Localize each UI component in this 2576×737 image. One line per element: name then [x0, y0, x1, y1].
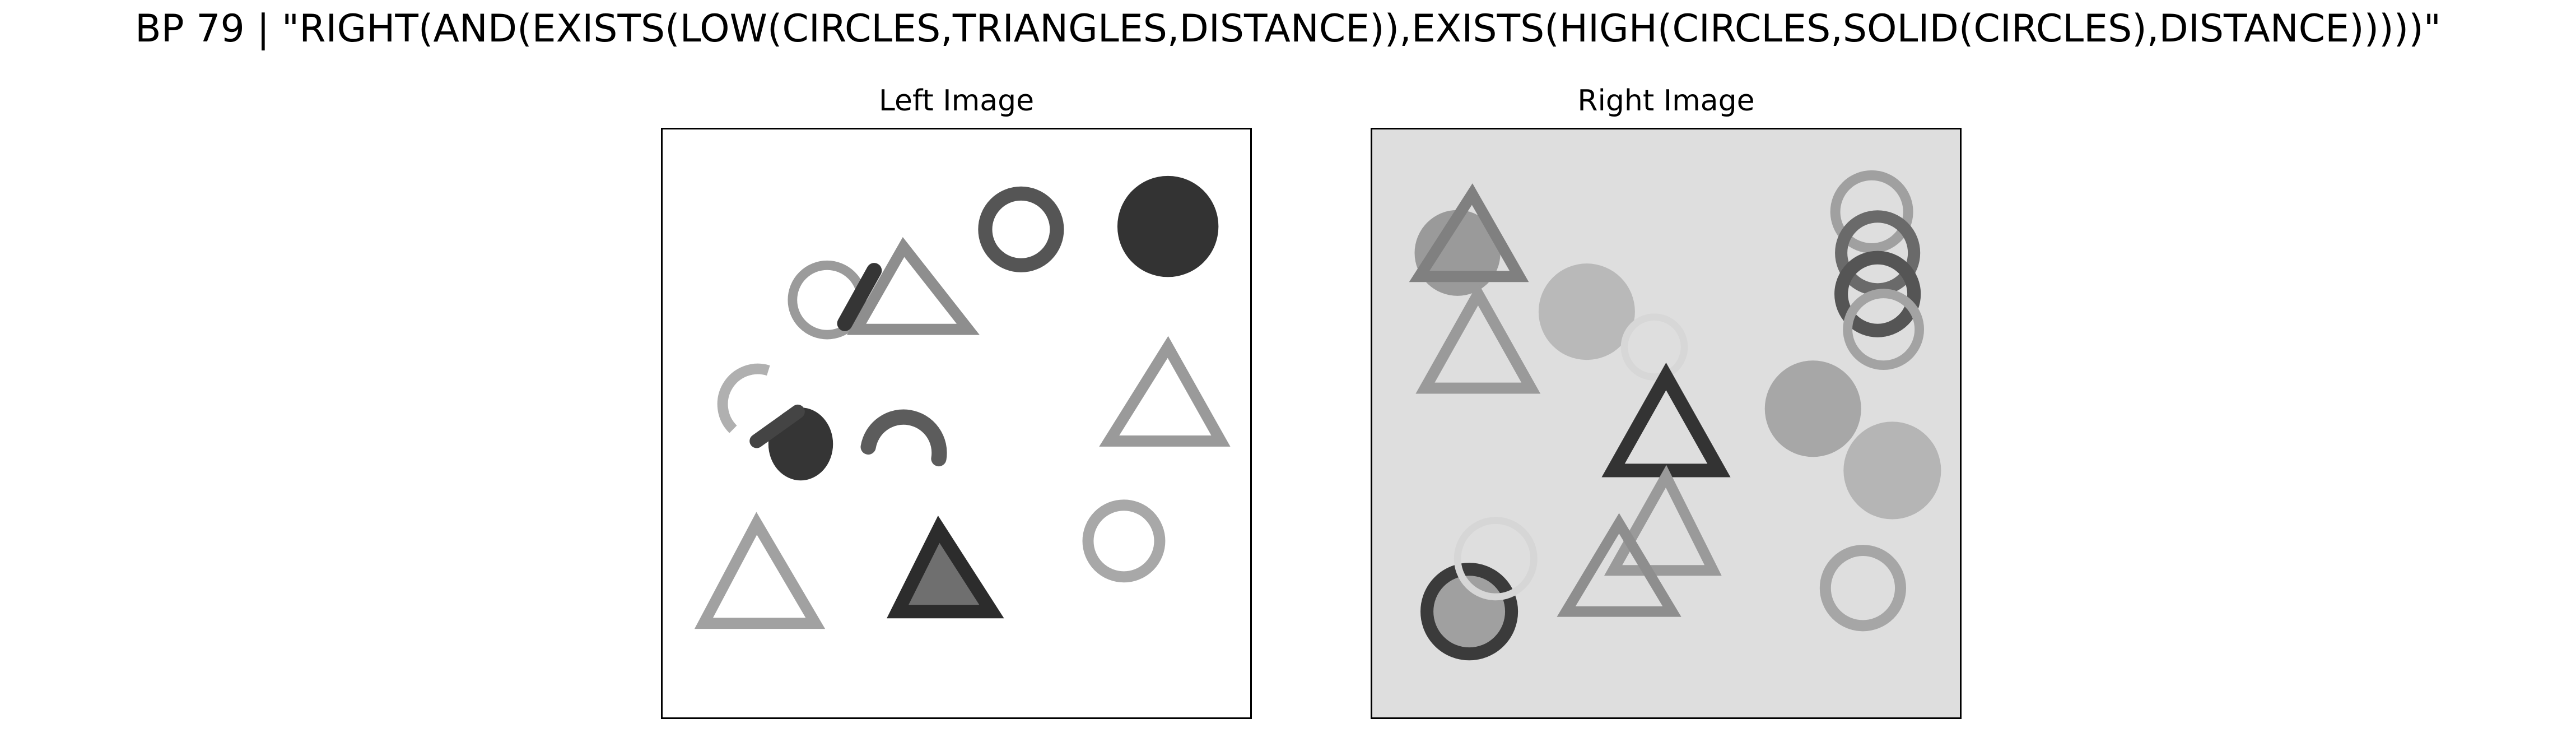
right-image-title: Right Image: [1577, 84, 1755, 118]
right-faint-circle: [1620, 313, 1688, 381]
left-light-triangle: [846, 237, 980, 335]
left-image-canvas: [663, 129, 1250, 717]
left-right-triangle: [1099, 336, 1231, 447]
right-left-middle-triangle: [1415, 282, 1541, 394]
left-curved-stroke: [860, 409, 947, 467]
left-dark-triangle-edge: [837, 263, 882, 331]
right-stacked-circle-3: [1834, 251, 1921, 337]
right-stacked-circle-4: [1843, 289, 1925, 370]
right-dark-outline-circle: [1420, 563, 1518, 661]
right-image-panel: [1371, 128, 1962, 719]
left-solid-circle: [1117, 175, 1219, 277]
right-middle-solid-circle: [1764, 360, 1861, 457]
right-lower-solid-circle: [1843, 421, 1941, 520]
left-image-title: Left Image: [878, 84, 1035, 118]
right-image-canvas: [1372, 129, 1960, 717]
right-light-solid-circle: [1538, 263, 1635, 360]
left-bottom-right-circle: [1082, 499, 1166, 583]
figure-title: BP 79 | "RIGHT(AND(EXISTS(LOW(CIRCLES,TR…: [134, 7, 2442, 51]
left-filled-triangle: [887, 515, 1004, 619]
right-bottom-outline-circle: [1819, 545, 1907, 632]
left-dark-outline-circle: [978, 186, 1064, 272]
right-top-left-triangle: [1409, 183, 1529, 282]
right-stacked-circle-1: [1830, 170, 1913, 253]
left-image-panel: [661, 128, 1252, 719]
left-bottom-left-triangle: [694, 512, 826, 629]
right-bottom-triangle: [1557, 513, 1681, 617]
right-lower-light-triangle: [1604, 465, 1722, 576]
left-blob-stem: [749, 404, 805, 448]
right-faint-bottom-circle: [1454, 517, 1538, 601]
left-open-arc: [717, 363, 770, 433]
